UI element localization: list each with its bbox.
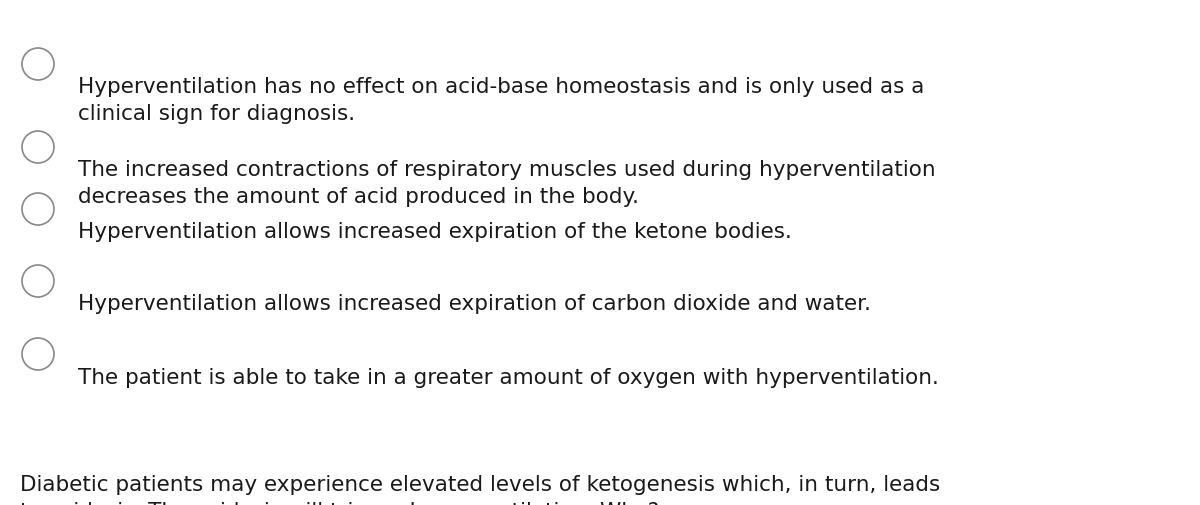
Text: Hyperventilation allows increased expiration of carbon dioxide and water.: Hyperventilation allows increased expira… [78,293,871,314]
Ellipse shape [22,132,54,164]
Ellipse shape [22,193,54,226]
Text: Hyperventilation allows increased expiration of the ketone bodies.: Hyperventilation allows increased expira… [78,222,792,241]
Text: Hyperventilation has no effect on acid-base homeostasis and is only used as a
cl: Hyperventilation has no effect on acid-b… [78,77,924,124]
Ellipse shape [22,338,54,370]
Text: The patient is able to take in a greater amount of oxygen with hyperventilation.: The patient is able to take in a greater… [78,367,938,387]
Ellipse shape [22,49,54,81]
Text: Diabetic patients may experience elevated levels of ketogenesis which, in turn, : Diabetic patients may experience elevate… [20,474,941,505]
Ellipse shape [22,266,54,297]
Text: The increased contractions of respiratory muscles used during hyperventilation
d: The increased contractions of respirator… [78,160,936,207]
